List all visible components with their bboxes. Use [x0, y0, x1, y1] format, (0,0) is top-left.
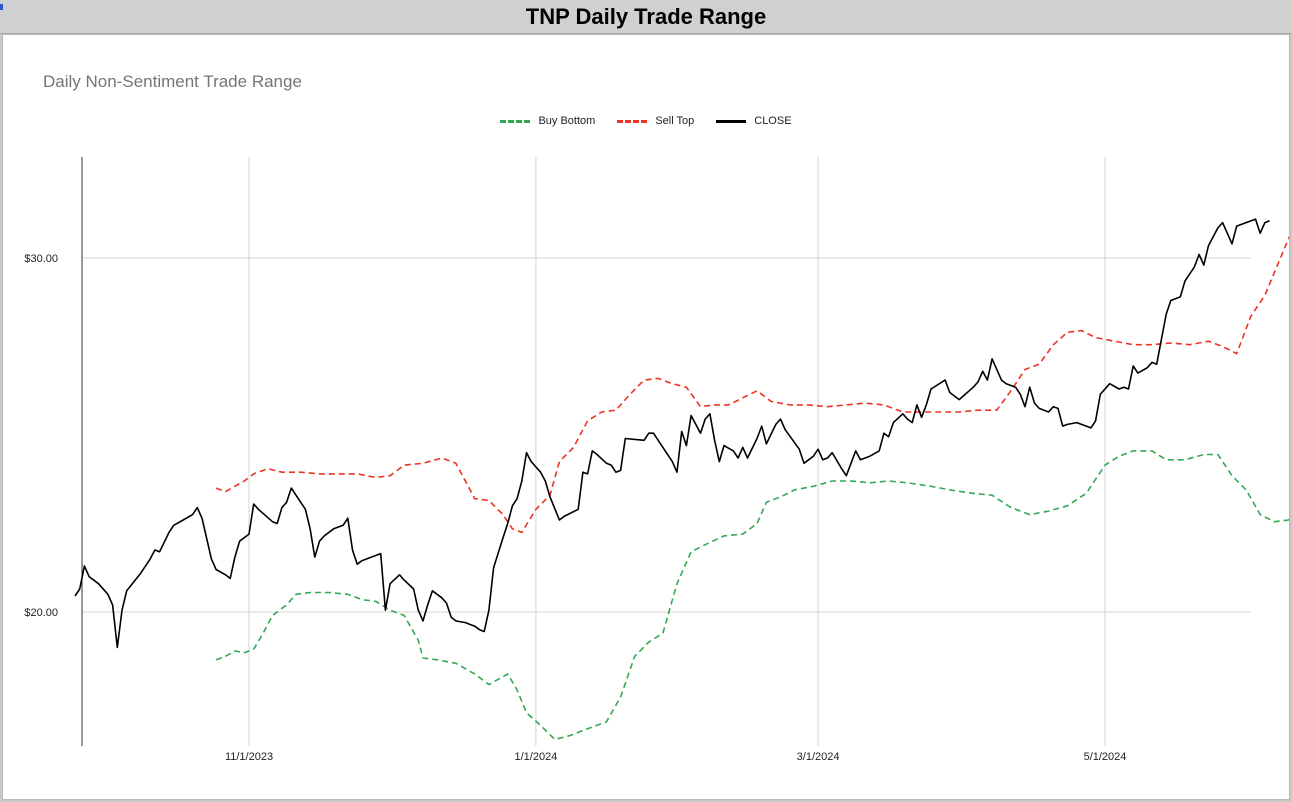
legend-item-sell-top[interactable]: Sell Top — [617, 115, 694, 127]
legend-label: CLOSE — [754, 115, 792, 127]
chart-panel[interactable]: Daily Non-Sentiment Trade Range Buy Bott… — [2, 34, 1290, 800]
x-tick-label: 11/1/2023 — [225, 751, 273, 763]
window-title-bar: TNP Daily Trade Range — [0, 0, 1292, 34]
x-tick-label: 5/1/2024 — [1084, 751, 1127, 763]
x-tick-label: 1/1/2024 — [514, 751, 557, 763]
chart-legend: Buy Bottom Sell Top CLOSE — [3, 115, 1289, 127]
series-line-sell-top — [215, 235, 1289, 534]
legend-label: Buy Bottom — [538, 115, 596, 127]
window-title: TNP Daily Trade Range — [525, 3, 767, 29]
legend-item-buy-bottom[interactable]: Buy Bottom — [500, 115, 595, 127]
x-tick-label: 3/1/2024 — [797, 751, 840, 763]
legend-swatch — [617, 119, 648, 123]
line-chart-plot: $20.00 $30.00 11/1/2023 1/1/2024 3/1/2024 5/1… — [24, 157, 1289, 763]
selection-corner-marker — [0, 4, 3, 10]
series-line-buy-bottom — [215, 450, 1289, 741]
legend-label: Sell Top — [655, 115, 695, 127]
y-tick-label: $20.00 — [24, 607, 58, 619]
legend-swatch — [500, 119, 531, 123]
legend-swatch — [716, 119, 747, 123]
y-tick-label: $30.00 — [24, 253, 58, 265]
legend-item-close[interactable]: CLOSE — [716, 115, 792, 127]
chart-title: Daily Non-Sentiment Trade Range — [43, 72, 302, 91]
series-line-close — [74, 218, 1270, 649]
